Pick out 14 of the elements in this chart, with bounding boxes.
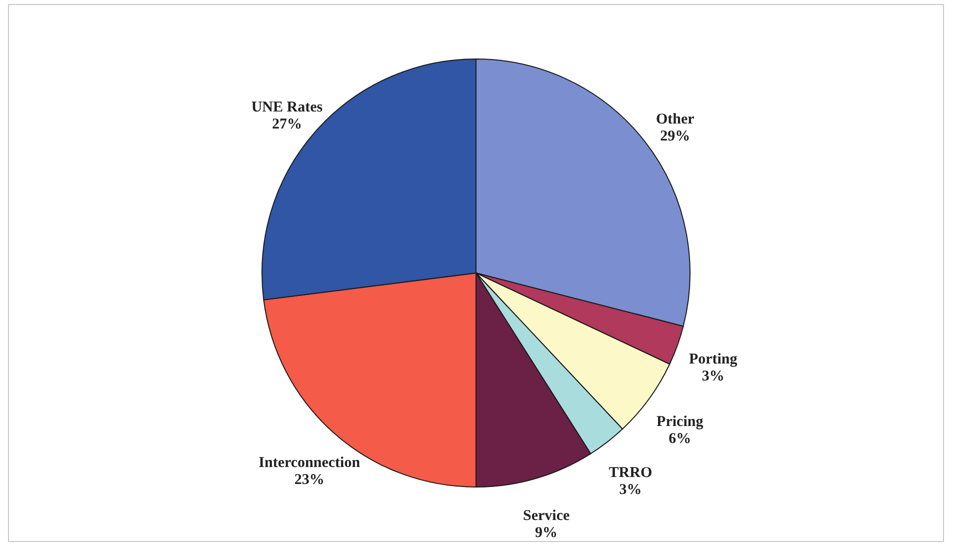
slice-label: TRRO bbox=[608, 465, 652, 482]
slice-label: Porting bbox=[688, 351, 738, 368]
slice-label: Service bbox=[522, 508, 570, 524]
data-label: 27% bbox=[272, 116, 302, 132]
data-label: 23% bbox=[294, 472, 324, 488]
slice-label: Pricing bbox=[656, 414, 704, 430]
data-label: 6% bbox=[668, 431, 692, 448]
data-label: 29% bbox=[660, 128, 690, 145]
slice-label: Other bbox=[656, 112, 695, 128]
data-label: 3% bbox=[702, 368, 724, 384]
data-label: 3% bbox=[619, 482, 642, 498]
slice-label: UNE Rates bbox=[251, 99, 323, 116]
data-label: 9% bbox=[535, 524, 558, 541]
slice-label: Interconnection bbox=[258, 455, 361, 472]
